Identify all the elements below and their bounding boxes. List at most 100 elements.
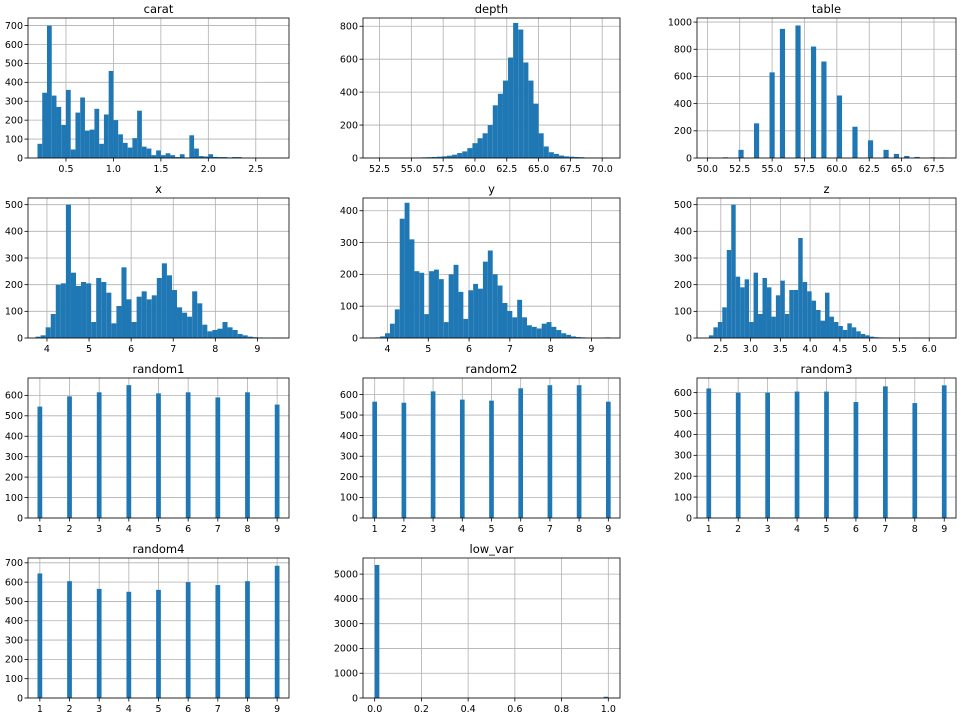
histogram-bar: [838, 326, 842, 338]
x-tick-label: 4: [126, 704, 132, 715]
histogram-bar: [554, 154, 559, 158]
histogram-bar: [508, 58, 513, 158]
histogram-bar: [483, 133, 488, 158]
x-tick-label: 52.5: [369, 164, 390, 175]
histogram-bar: [182, 313, 187, 338]
histogram-bar: [883, 386, 888, 518]
histogram-bar: [414, 271, 419, 338]
histogram-bar: [156, 150, 161, 158]
histogram-bar: [126, 592, 131, 698]
y-tick-label: 500: [5, 411, 23, 422]
y-tick-label: 2000: [334, 644, 358, 655]
histogram-bar: [551, 327, 556, 338]
y-tick-label: 200: [5, 655, 23, 666]
histogram-bar: [161, 155, 166, 158]
histogram-bar: [222, 322, 227, 338]
x-tick-label: 7: [507, 344, 513, 355]
axes-frame: [363, 558, 620, 698]
x-tick-label: 5: [86, 344, 92, 355]
histogram-bar: [142, 147, 147, 158]
y-tick-label: 500: [674, 200, 692, 211]
histogram-bar: [132, 138, 137, 158]
histogram-bar: [847, 323, 851, 338]
x-tick-label: 2.5: [248, 164, 263, 175]
histogram-bar: [780, 29, 785, 158]
histogram-bar: [457, 153, 462, 158]
histogram-bar: [439, 279, 444, 338]
histogram-bar: [52, 96, 57, 158]
x-tick-label: 1: [37, 704, 43, 715]
histogram-bar: [217, 329, 222, 338]
x-tick-label: 67.5: [923, 164, 944, 175]
histogram-bar: [197, 303, 202, 338]
histogram-bar: [942, 385, 947, 518]
histogram-bar: [431, 391, 436, 518]
histogram-bar: [834, 322, 838, 338]
histogram-bar: [86, 283, 91, 338]
histogram-bar: [749, 322, 753, 338]
histogram-bar: [731, 205, 735, 338]
x-tick-label: 7: [882, 524, 888, 535]
x-tick-label: 9: [588, 344, 594, 355]
y-tick-label: 0: [686, 513, 692, 524]
histogram-bar: [172, 290, 177, 338]
histogram-bar: [238, 334, 243, 338]
x-tick-label: 1: [372, 524, 378, 535]
histogram-bar: [776, 295, 780, 338]
histogram-bar: [498, 286, 503, 339]
x-tick-label: 3.5: [773, 344, 788, 355]
y-tick-label: 700: [5, 558, 23, 569]
histogram-bar: [544, 146, 549, 158]
histogram-bar: [468, 290, 473, 338]
y-tick-label: 300: [5, 253, 23, 264]
histogram-bar: [109, 71, 114, 158]
histogram-bar: [780, 281, 784, 338]
histogram-bar: [152, 295, 157, 338]
histogram-bar: [449, 274, 454, 338]
y-tick-label: 400: [340, 431, 358, 442]
histogram-bar: [861, 334, 865, 338]
histogram-bar: [556, 330, 561, 338]
histogram-bar: [462, 151, 467, 158]
subplot-title: carat: [144, 2, 174, 16]
histogram-bar: [740, 287, 744, 338]
histogram-bar: [137, 297, 142, 338]
histogram-bar: [186, 582, 191, 698]
histogram-bar: [128, 148, 133, 158]
x-tick-label: 4: [384, 344, 390, 355]
histogram-bar: [463, 319, 468, 338]
histogram-bar: [706, 388, 711, 518]
histogram-bar: [80, 97, 85, 158]
histogram-bar: [66, 205, 71, 338]
x-tick-label: 0.6: [507, 704, 522, 715]
histogram-bar: [816, 310, 820, 338]
y-tick-label: 600: [674, 388, 692, 399]
y-tick-label: 0: [17, 693, 23, 704]
y-tick-label: 0: [352, 513, 358, 524]
histogram-bar: [548, 385, 553, 518]
histogram-bar: [489, 401, 494, 518]
x-tick-label: 62.5: [859, 164, 880, 175]
histogram-bar: [56, 107, 61, 158]
histogram-bar: [795, 25, 800, 158]
x-tick-label: 1.0: [601, 704, 616, 715]
y-tick-label: 200: [340, 472, 358, 483]
histogram-bar: [528, 81, 533, 158]
histogram-bar: [67, 396, 72, 518]
histogram-bar: [758, 314, 762, 338]
y-tick-label: 400: [674, 430, 692, 441]
x-tick-label: 1.0: [106, 164, 121, 175]
x-tick-label: 3: [430, 524, 436, 535]
x-tick-label: 9: [605, 524, 611, 535]
histogram-bar: [37, 407, 42, 518]
histogram-bar: [807, 291, 811, 338]
x-tick-label: 9: [941, 524, 947, 535]
histogram-bar: [101, 282, 106, 338]
x-tick-label: 5.0: [862, 344, 877, 355]
